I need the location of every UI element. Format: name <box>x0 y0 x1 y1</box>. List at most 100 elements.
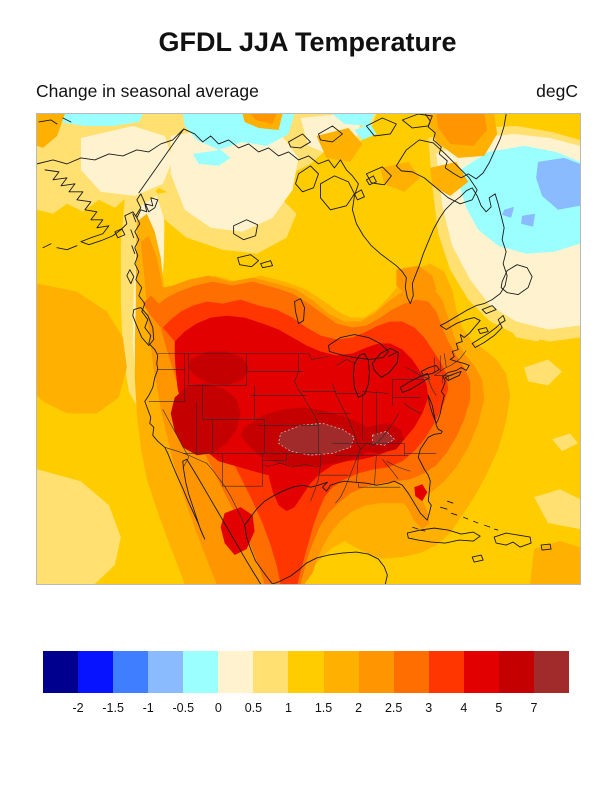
baffin-island <box>395 139 478 205</box>
lakes <box>233 219 440 398</box>
map-canvas <box>36 113 581 585</box>
colorbar-tick-labels: -2 -1.5 -1 -0.5 0 0.5 1 1.5 2 2.5 3 4 5 7 <box>0 701 612 719</box>
devon-island <box>365 117 397 137</box>
band-0-0p5-alaska <box>80 125 173 196</box>
band-5-7-montana <box>188 351 249 386</box>
colorbar-cell-0 <box>43 651 79 693</box>
colorbar-tick-0: 0 <box>214 701 222 715</box>
colorbar <box>43 651 569 693</box>
lake-michigan <box>352 353 370 398</box>
hispaniola-island <box>493 532 532 548</box>
alaska-canada-border <box>138 128 185 194</box>
colorbar-tick--1.5: -1.5 <box>102 701 124 715</box>
colorbar-cell-2 <box>113 651 149 693</box>
colorbar-cell-9 <box>358 651 394 693</box>
great-slave-lake <box>237 254 260 268</box>
colorbar-cell-10 <box>393 651 429 693</box>
band-1p5-2-arctic2 <box>380 161 421 192</box>
colorbar-cell-8 <box>323 651 359 693</box>
band-1p5-2-arctic1 <box>316 127 363 162</box>
band-0p5-1-diamond4 <box>552 433 579 452</box>
band-m1-m0p5-tri1 <box>502 206 515 218</box>
parry-islands <box>288 125 343 149</box>
band-1p5-2-corner <box>37 114 65 148</box>
colorbar-cell-14 <box>533 651 569 693</box>
colorbar-tick-7: 7 <box>530 701 538 715</box>
lake-huron <box>371 348 399 378</box>
colorbar-tick--0.5: -0.5 <box>172 701 195 715</box>
cuba-island <box>406 527 481 544</box>
band-m0p5-0-topleft <box>50 114 143 126</box>
contour-bands <box>37 114 580 584</box>
newfoundland-island <box>500 264 533 296</box>
state-borders-plains <box>246 353 351 502</box>
jamaica-island <box>471 554 484 563</box>
band-2-2p5-florida <box>386 480 430 530</box>
haida-gwaii-island <box>126 269 135 285</box>
lake-superior <box>328 334 389 360</box>
lake-ontario <box>420 365 440 376</box>
colorbar-cell-5 <box>218 651 254 693</box>
colorbar-cell-6 <box>253 651 289 693</box>
subtitle-text: Change in seasonal average <box>36 81 259 101</box>
puerto-rico-island <box>540 543 552 551</box>
greenland-coast <box>424 114 507 180</box>
colorbar-tick-1.5: 1.5 <box>314 701 333 715</box>
band-1p5-2-pacific <box>37 283 127 414</box>
colorbar-cell-4 <box>183 651 219 693</box>
colorbar-tick-3: 3 <box>425 701 433 715</box>
king-william-islets <box>353 175 377 201</box>
colorbar-tick-2: 2 <box>355 701 363 715</box>
great-bear-lake <box>233 219 259 241</box>
lake-winnipeg <box>294 298 305 325</box>
band-0p5-1-diamond2 <box>524 359 563 386</box>
band-1p5-2-secorner <box>530 541 580 584</box>
colorbar-tick--2: -2 <box>72 701 84 715</box>
subtitle-row: Change in seasonal average degC <box>36 81 579 103</box>
band-1p5-2-arctic3 <box>430 161 469 196</box>
cape-breton-island <box>497 315 506 325</box>
anticosti-island <box>481 305 497 315</box>
southampton-island <box>365 166 392 186</box>
colorbar-cell-11 <box>428 651 464 693</box>
colorbar-tick-0.5: 0.5 <box>244 701 263 715</box>
colorbar-tick-5: 5 <box>495 701 503 715</box>
band-m0p5-0-small <box>192 149 231 166</box>
band-0-0p5-nwcanada <box>170 125 299 232</box>
contour-map-svg <box>37 114 580 584</box>
band-m0p5-0-topmid <box>332 114 375 126</box>
prince-edward-island <box>477 327 489 334</box>
colorbar-tick-1: 1 <box>284 701 292 715</box>
chukotka-dashes <box>38 117 78 251</box>
units-label: degC <box>536 81 578 101</box>
coastline-arctic-east-gulf <box>37 128 508 584</box>
band-0p5-1-diamond3 <box>534 489 580 530</box>
band-gt7-kansas-missouri <box>278 422 355 456</box>
banks-island <box>295 165 319 193</box>
political-borders <box>148 350 467 526</box>
band-2-2p5-topmid <box>250 114 277 124</box>
band-4-5-florida-dot <box>414 484 428 502</box>
lake-erie <box>399 372 430 393</box>
colorbar-cell-7 <box>288 651 324 693</box>
coastline-yucatan <box>272 551 388 584</box>
colorbar-cell-13 <box>498 651 534 693</box>
nova-scotia <box>471 323 503 348</box>
colorbar-cell-12 <box>463 651 499 693</box>
colorbar-tick-2.5: 2.5 <box>384 701 403 715</box>
colorbar-cell-3 <box>148 651 184 693</box>
panhandle-island-dashes <box>130 213 137 255</box>
florida-keys-dashes <box>412 526 426 532</box>
islands <box>288 114 552 563</box>
figure-title: GFDL JJA Temperature <box>158 27 457 57</box>
us-canada-border <box>157 350 467 380</box>
us-mexico-border <box>164 447 245 526</box>
band-m0p5-0-arcticdot <box>354 123 377 140</box>
colorbar-cell-1 <box>78 651 114 693</box>
band-m1-m0p5-natl-core <box>536 157 580 210</box>
band-4-5-mexico <box>220 507 255 556</box>
colorbar-tick--1: -1 <box>142 701 154 715</box>
long-island <box>444 371 462 381</box>
coastline-pacific-alaska <box>44 169 262 584</box>
